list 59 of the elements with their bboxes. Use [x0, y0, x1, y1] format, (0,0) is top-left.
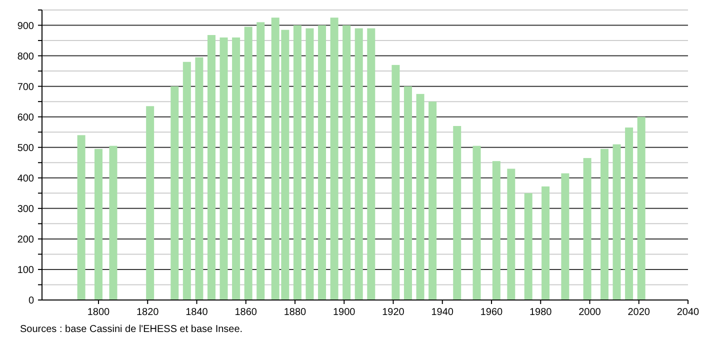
bar: [404, 86, 412, 300]
y-tick-label: 0: [28, 296, 34, 306]
bar: [146, 106, 154, 300]
bar: [542, 186, 550, 300]
x-tick-label: 2040: [676, 307, 700, 318]
bar: [220, 37, 228, 300]
bar: [637, 116, 646, 300]
x-tick-label: 1940: [431, 307, 454, 318]
bar: [625, 128, 634, 300]
bar: [109, 146, 118, 300]
x-tick-label: 1820: [136, 307, 160, 318]
y-tick-label: 200: [17, 234, 34, 246]
bar: [428, 102, 437, 300]
bar: [256, 22, 265, 300]
bar: [392, 64, 400, 300]
bar: [244, 26, 252, 300]
bar: [306, 28, 314, 300]
x-tick-label: 1860: [234, 307, 258, 318]
y-tick-label: 400: [17, 173, 34, 184]
y-tick-label: 800: [17, 51, 34, 62]
y-tick-label: 700: [17, 82, 34, 93]
x-tick-label: 2000: [578, 307, 602, 318]
bar: [293, 25, 302, 300]
bar: [170, 86, 179, 300]
bar: [207, 35, 216, 300]
bar: [600, 148, 608, 300]
bar: [524, 193, 532, 300]
bar: [330, 18, 338, 300]
x-tick-label: 1800: [87, 307, 110, 318]
y-tick-label: 100: [17, 264, 34, 276]
bar: [342, 25, 351, 300]
bar: [77, 135, 86, 300]
bar: [354, 28, 363, 300]
source-note: Sources : base Cassini de l'EHESS et base Insee.: [20, 324, 243, 335]
bar: [182, 62, 191, 300]
x-tick-label: 2020: [628, 307, 650, 318]
x-tick-label: 1880: [284, 307, 307, 318]
bar: [507, 168, 516, 300]
x-tick-label: 1920: [382, 307, 405, 318]
x-tick-label: 1980: [530, 307, 552, 318]
bar: [318, 25, 326, 300]
bar: [612, 144, 621, 300]
bar: [195, 57, 204, 300]
x-tick-label: 1900: [332, 307, 356, 318]
bar: [472, 146, 481, 300]
bar: [232, 37, 240, 300]
bar: [367, 28, 376, 300]
bar: [453, 126, 462, 300]
y-tick-label: 500: [17, 142, 34, 154]
bar: [94, 148, 102, 300]
y-tick-label: 600: [17, 112, 34, 124]
bar: [583, 158, 592, 300]
x-tick-label: 1840: [186, 307, 208, 318]
x-tick-label: 1960: [480, 307, 504, 318]
y-tick-label: 900: [17, 20, 34, 32]
y-tick-label: 300: [17, 204, 34, 215]
bar: [492, 161, 500, 300]
bar: [561, 173, 570, 300]
bar: [416, 94, 424, 300]
